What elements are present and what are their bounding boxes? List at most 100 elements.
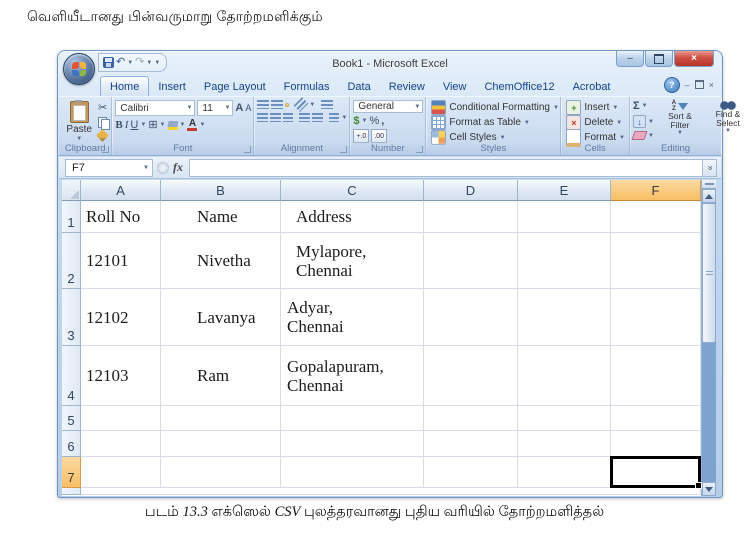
- row-header-1[interactable]: 1: [62, 201, 81, 233]
- cell-B7[interactable]: [161, 457, 281, 488]
- clipboard-dialog-launcher[interactable]: [102, 146, 110, 153]
- borders-button[interactable]: ⊞: [148, 119, 158, 131]
- cell-E7[interactable]: [518, 457, 611, 488]
- clear-dropdown-icon[interactable]: ▼: [648, 132, 654, 139]
- column-header-D[interactable]: D: [424, 180, 518, 201]
- accounting-format-icon[interactable]: $: [353, 115, 360, 127]
- wrap-text-icon[interactable]: [321, 100, 334, 109]
- merge-center-dropdown-icon[interactable]: ▼: [341, 114, 348, 121]
- align-left-icon[interactable]: [257, 113, 269, 122]
- column-header-B[interactable]: B: [161, 180, 281, 201]
- column-header-A[interactable]: A: [81, 180, 161, 201]
- cell-F3[interactable]: [611, 289, 701, 346]
- decrease-decimal-button[interactable]: .00: [371, 129, 388, 143]
- tab-review[interactable]: Review: [388, 81, 425, 93]
- workbook-close-button[interactable]: ×: [708, 79, 714, 90]
- redo-dropdown-icon[interactable]: ▼: [146, 59, 153, 66]
- cell-C4[interactable]: Gopalapuram, Chennai: [281, 346, 424, 406]
- save-icon[interactable]: [103, 57, 114, 68]
- autosum-icon[interactable]: Σ: [633, 100, 640, 112]
- maximize-button[interactable]: [645, 51, 673, 67]
- minimize-button[interactable]: –: [616, 51, 644, 67]
- row-header-6[interactable]: 6: [62, 431, 81, 457]
- cell-C5[interactable]: [281, 406, 424, 431]
- cell-D5[interactable]: [424, 406, 518, 431]
- workbook-restore-button[interactable]: [694, 79, 704, 91]
- tab-page-layout[interactable]: Page Layout: [203, 81, 266, 93]
- cell-F4[interactable]: [611, 346, 701, 406]
- cell-D1[interactable]: [424, 201, 518, 233]
- fill-icon[interactable]: ↓: [633, 115, 646, 128]
- percent-style-icon[interactable]: %: [369, 115, 380, 127]
- cell-B4[interactable]: Ram: [161, 346, 281, 406]
- orientation-icon[interactable]: [293, 97, 309, 112]
- tab-acrobat[interactable]: Acrobat: [572, 81, 611, 93]
- cell-D6[interactable]: [424, 431, 518, 457]
- cell-D7[interactable]: [424, 457, 518, 488]
- grow-font-button[interactable]: A: [235, 102, 244, 114]
- conditional-formatting-button[interactable]: Conditional Formatting ▼: [429, 100, 559, 115]
- font-color-dropdown-icon[interactable]: ▼: [199, 122, 206, 128]
- delete-cells-button[interactable]: × Delete ▼: [564, 115, 627, 130]
- autosum-dropdown-icon[interactable]: ▼: [641, 103, 648, 109]
- active-cell-outline[interactable]: [610, 456, 702, 489]
- cell-A5[interactable]: [81, 406, 161, 431]
- tab-data[interactable]: Data: [347, 81, 371, 93]
- font-name-combo[interactable]: Calibri ▼: [115, 100, 196, 116]
- number-dialog-launcher[interactable]: [416, 146, 424, 153]
- vertical-scrollbar[interactable]: [701, 180, 716, 496]
- comma-style-icon[interactable]: ,: [381, 115, 385, 127]
- cell-E2[interactable]: [518, 233, 611, 289]
- row-header-5[interactable]: 5: [62, 406, 81, 431]
- font-dialog-launcher[interactable]: [244, 146, 252, 153]
- name-box-dropdown-icon[interactable]: ▼: [143, 164, 149, 171]
- cell-B3[interactable]: Lavanya: [161, 289, 281, 346]
- workbook-minimize-button[interactable]: –: [684, 79, 690, 90]
- redo-icon[interactable]: ↷: [135, 56, 145, 68]
- cell-B5[interactable]: [161, 406, 281, 431]
- cell-C7[interactable]: [281, 457, 424, 488]
- tab-home[interactable]: Home: [100, 76, 150, 96]
- cell-E1[interactable]: [518, 201, 611, 233]
- close-button[interactable]: ×: [674, 51, 714, 67]
- insert-function-icon[interactable]: fx: [173, 160, 183, 174]
- underline-button[interactable]: U: [130, 119, 139, 131]
- tab-insert[interactable]: Insert: [158, 81, 186, 93]
- cell-A2[interactable]: 12101: [81, 233, 161, 289]
- cell-C2[interactable]: Mylapore, Chennai: [281, 233, 424, 289]
- cell-C1[interactable]: Address: [281, 201, 424, 233]
- align-bottom-button[interactable]: [285, 102, 290, 107]
- column-header-E[interactable]: E: [518, 180, 611, 201]
- increase-decimal-button[interactable]: +.0: [353, 129, 370, 143]
- column-header-F[interactable]: F: [611, 180, 701, 201]
- shrink-font-button[interactable]: A: [245, 103, 252, 113]
- fill-color-button[interactable]: [166, 120, 179, 130]
- clear-icon[interactable]: [631, 131, 648, 140]
- cell-E4[interactable]: [518, 346, 611, 406]
- name-box[interactable]: F7 ▼: [65, 158, 153, 177]
- fill-handle[interactable]: [695, 482, 702, 489]
- formula-input[interactable]: [189, 158, 702, 177]
- fill-color-dropdown-icon[interactable]: ▼: [179, 122, 186, 128]
- undo-dropdown-icon[interactable]: ▼: [127, 59, 134, 66]
- cell-F1[interactable]: [611, 201, 701, 233]
- select-all-corner[interactable]: [62, 180, 81, 201]
- cell-B1[interactable]: Name: [161, 201, 281, 233]
- alignment-dialog-launcher[interactable]: [340, 146, 348, 153]
- cell-B2[interactable]: Nivetha: [161, 233, 281, 289]
- scrollbar-thumb[interactable]: [702, 203, 716, 343]
- cell-A4[interactable]: 12103: [81, 346, 161, 406]
- cell-B6[interactable]: [161, 431, 281, 457]
- help-icon[interactable]: ?: [663, 77, 680, 93]
- bold-button[interactable]: B: [115, 119, 123, 131]
- increase-indent-icon[interactable]: [312, 113, 323, 122]
- tab-chemoffice12[interactable]: ChemOffice12: [484, 81, 555, 93]
- cell-C3[interactable]: Adyar, Chennai: [281, 289, 424, 346]
- cell-E6[interactable]: [518, 431, 611, 457]
- format-as-table-button[interactable]: Format as Table ▼: [429, 115, 558, 130]
- scrollbar-split-handle[interactable]: [702, 180, 716, 189]
- orientation-dropdown-icon[interactable]: ▼: [309, 101, 316, 108]
- cell-C6[interactable]: [281, 431, 424, 457]
- number-format-combo[interactable]: General ▼: [353, 100, 424, 113]
